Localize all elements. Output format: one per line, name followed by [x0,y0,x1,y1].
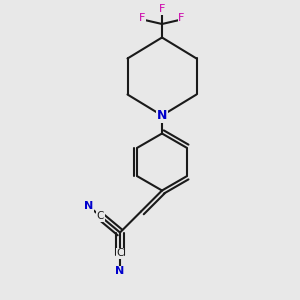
Text: C: C [116,248,124,259]
Text: N: N [116,266,124,277]
Text: F: F [178,13,185,23]
Text: F: F [159,4,165,14]
Text: N: N [84,201,93,211]
Text: C: C [97,211,104,221]
Text: F: F [139,13,146,23]
Text: N: N [157,109,167,122]
